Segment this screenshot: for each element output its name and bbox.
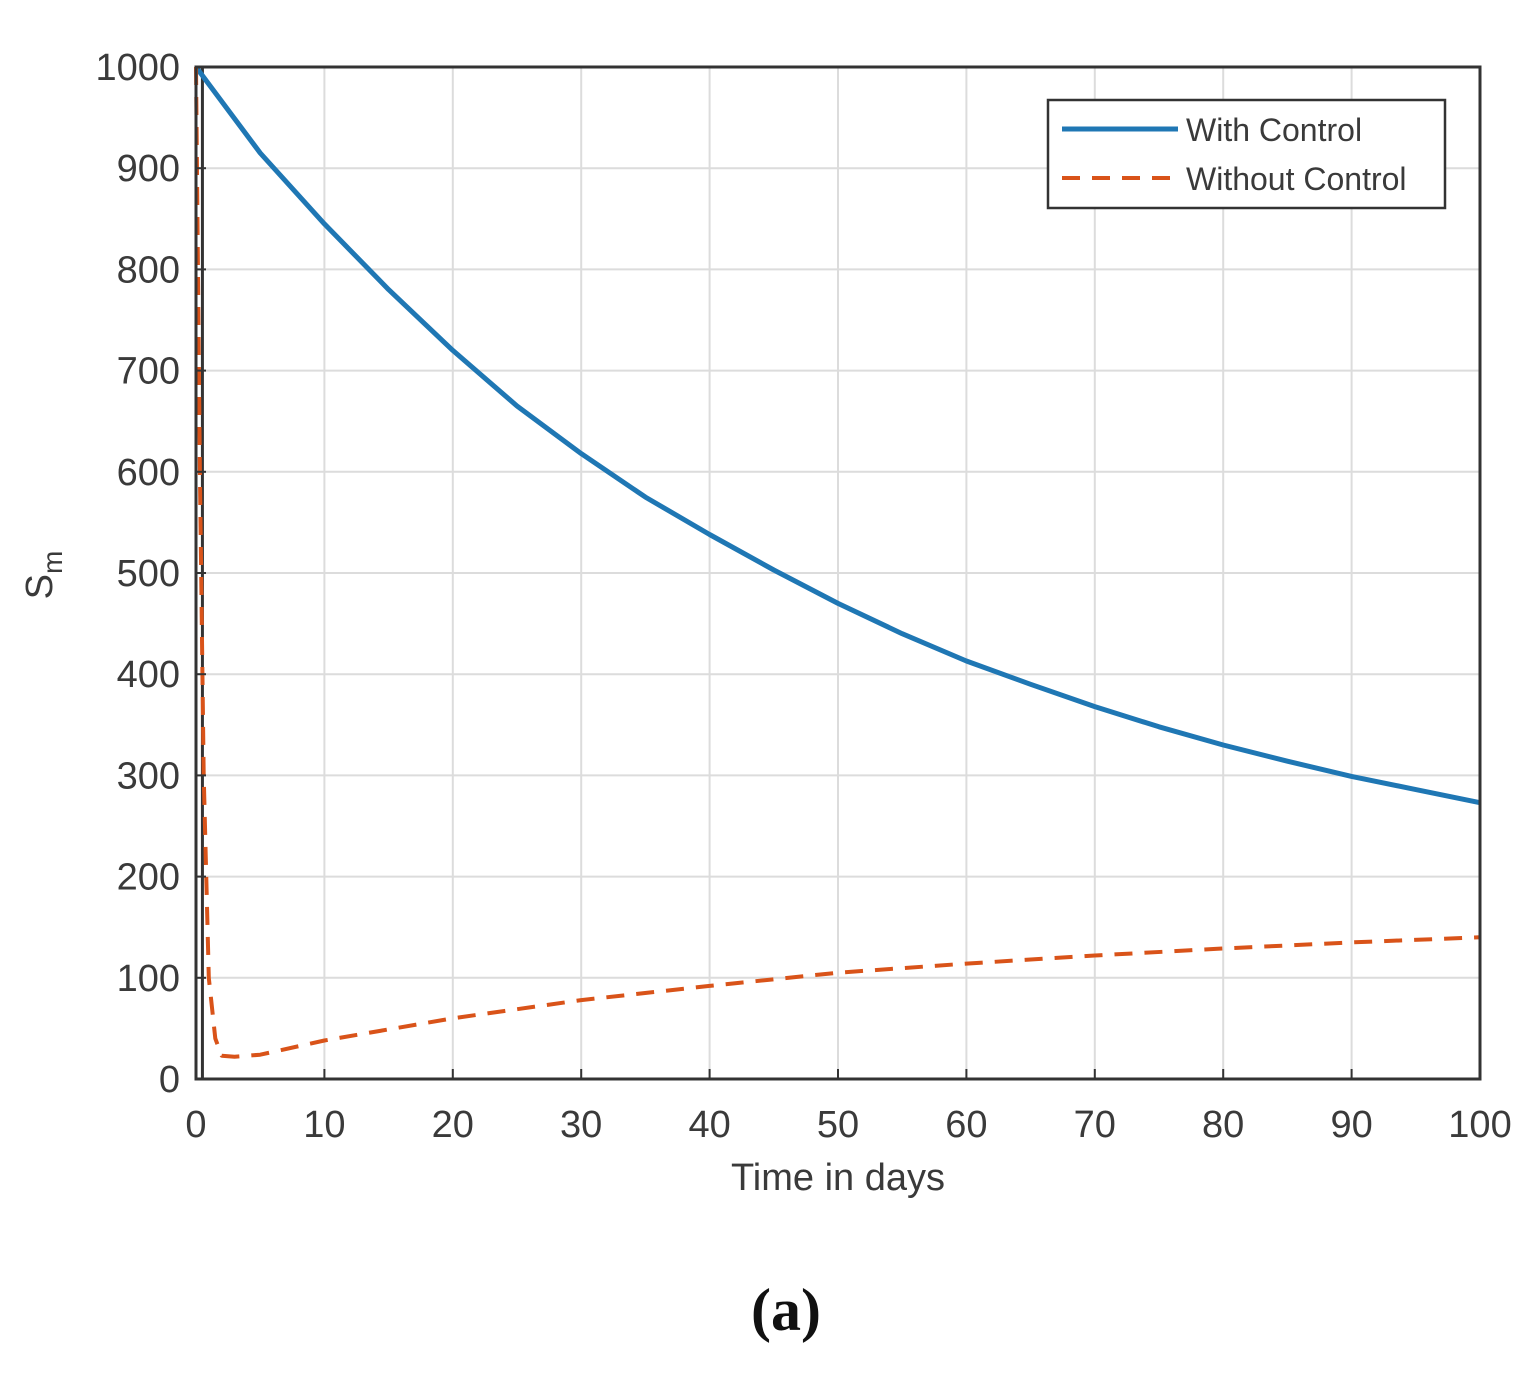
series-line-with-control	[193, 65, 1481, 806]
series-line-without-control	[194, 66, 1481, 1059]
legend: With Control Without Control	[1046, 98, 1447, 210]
y-tick-label: 800	[117, 249, 180, 291]
y-tick-label: 600	[117, 452, 180, 494]
y-tick-label: 900	[117, 148, 180, 190]
x-tick-label: 60	[945, 1104, 987, 1146]
x-axis-label: Time in days	[731, 1157, 945, 1199]
legend-label-with-control: With Control	[1186, 112, 1362, 148]
y-tick-label: 100	[117, 958, 180, 1000]
x-tick-label: 90	[1330, 1104, 1372, 1146]
y-axis-label-main: S	[19, 574, 61, 599]
x-tick-label: 50	[817, 1104, 859, 1146]
y-tick-label: 1000	[95, 47, 180, 89]
y-tick-label: 0	[159, 1059, 180, 1101]
x-tick-label: 70	[1074, 1104, 1116, 1146]
x-tick-label: 10	[303, 1104, 345, 1146]
x-tick-label: 30	[560, 1104, 602, 1146]
x-tick-label: 40	[688, 1104, 730, 1146]
y-tick-labels: 0 100 200 300 400 500 600 700 800 900 1000	[95, 47, 206, 1101]
figure-caption: (a)	[751, 1277, 821, 1343]
y-tick-label: 200	[117, 857, 180, 899]
y-tick-label: 300	[117, 755, 180, 797]
y-tick-label: 400	[117, 654, 180, 696]
x-tick-label: 0	[185, 1104, 206, 1146]
x-tick-label: 20	[432, 1104, 474, 1146]
y-tick-label: 700	[117, 351, 180, 393]
y-tick-label: 500	[117, 553, 180, 595]
x-tick-label: 80	[1202, 1104, 1244, 1146]
legend-label-without-control: Without Control	[1186, 161, 1407, 197]
svg-text:Sm: Sm	[19, 551, 68, 600]
x-tick-labels: 0 10 20 30 40 50 60 70 80 90 100	[185, 1069, 1512, 1146]
legend-box	[1046, 98, 1447, 210]
x-tick-label: 100	[1448, 1104, 1511, 1146]
y-axis-label-subscript: m	[37, 551, 68, 574]
y-axis-label: Sm	[19, 551, 68, 600]
